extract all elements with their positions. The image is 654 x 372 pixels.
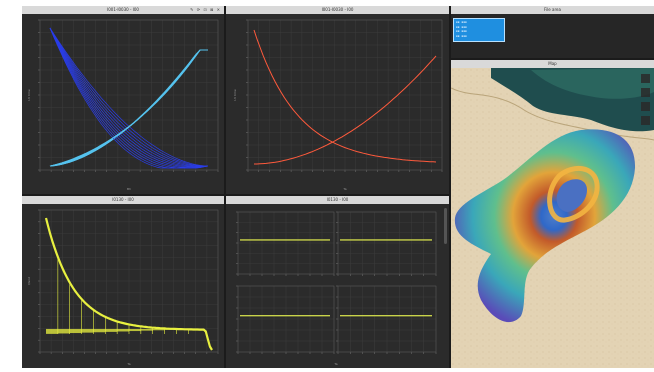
plot-frame [247,19,443,171]
panel-toolbar-icons[interactable]: ✎ ⟳ ⊡ ⊠ ✕ [190,7,221,12]
blue-series-curve [49,27,209,167]
panel-top-left: I001-I0030 - I00 ✎ ⟳ ⊡ ⊠ ✕ Bh I-V time [22,6,224,194]
map-coastline [451,87,654,141]
panel-titlebar[interactable]: I0130 - I00 [226,196,449,204]
y-axis-label: I/Gnd [27,277,31,285]
increasing-curve [254,55,437,165]
map-heat-core-ring [547,166,600,223]
panel-titlebar[interactable]: I001-I0030 - I00 [226,6,449,14]
x-axis-label: Ta [126,362,130,366]
panel-titlebar[interactable]: Map [451,60,654,68]
panel-bottom-middle: I0130 - I00 Ta [226,196,449,368]
panel-top-middle: I001-I0030 - I00 Ta I-V time [226,6,449,194]
map-controls[interactable] [641,74,650,125]
map-water-edge [531,68,654,99]
blue-series-curve [49,27,209,168]
y-axis-label: I-V time [27,89,31,101]
x-axis-label: Ta [342,187,346,191]
cyan-series-curve [49,49,208,167]
plot-frame [337,211,437,275]
panel-titlebar[interactable]: I0130 - I00 [22,196,224,204]
plot-frame [39,19,219,171]
plot-frame [337,285,437,353]
plot-grid [337,285,437,353]
app-window: I001-I0030 - I00 ✎ ⟳ ⊡ ⊠ ✕ Bh I-V time I0… [22,6,654,368]
plot-grid [237,285,335,353]
panel-map: Map [451,60,654,368]
decay-steps-chart[interactable]: Ta I/Gnd [22,204,224,368]
panel-scrollbar[interactable] [444,208,447,244]
blue-series-curve [49,27,209,169]
blue-series-curve [49,27,209,167]
heatmap-map[interactable] [451,68,654,368]
small-multiples-chart[interactable]: Ta [226,204,449,368]
blue-series-curve [49,27,209,168]
panel-file-area: File area ▪▪ ▪▪▪ ▪▪ ▪▪▪ ▪▪ ▪▪▪ ▪▪ ▪▪▪ [451,6,654,58]
plot-grid [337,211,437,275]
plot-frame [237,211,335,275]
crossing-curves-chart[interactable]: Ta I-V time [226,14,449,194]
panel-title: Map [548,61,557,66]
panel-title: I001-I0030 - I00 [321,7,354,12]
panel-title: I0130 - I00 [112,197,134,202]
x-axis-label: Ta [333,362,337,366]
zoom-out-icon[interactable] [641,102,650,111]
panel-title: I001-I0030 - I00 [107,7,139,12]
x-axis-label: Bh [127,187,131,191]
panel-titlebar[interactable]: File area [451,6,654,14]
file-tile-label: ▪▪ ▪▪▪ ▪▪ ▪▪▪ ▪▪ ▪▪▪ ▪▪ ▪▪▪ [456,20,467,38]
y-axis-label: I-V time [233,89,237,101]
plot-frame [237,285,335,353]
layers-icon[interactable] [641,74,650,83]
zoom-in-icon[interactable] [641,88,650,97]
plot-frame [39,209,219,353]
panel-titlebar[interactable]: I001-I0030 - I00 ✎ ⟳ ⊡ ⊠ ✕ [22,6,224,14]
panel-bottom-left: I0130 - I00 Ta I/Gnd [22,196,224,368]
map-heat-plume [454,129,636,323]
plot-grid [237,211,335,275]
file-tile[interactable]: ▪▪ ▪▪▪ ▪▪ ▪▪▪ ▪▪ ▪▪▪ ▪▪ ▪▪▪ [453,18,505,42]
decreasing-curve [253,29,437,163]
hysteresis-chart[interactable]: Bh I-V time [22,14,224,194]
panel-title: I0130 - I00 [326,197,349,202]
info-icon[interactable] [641,116,650,125]
panel-title: File area [544,7,561,12]
blue-series-curve [49,27,209,167]
map-heat-core [556,179,587,212]
blue-series-curve [49,27,208,167]
